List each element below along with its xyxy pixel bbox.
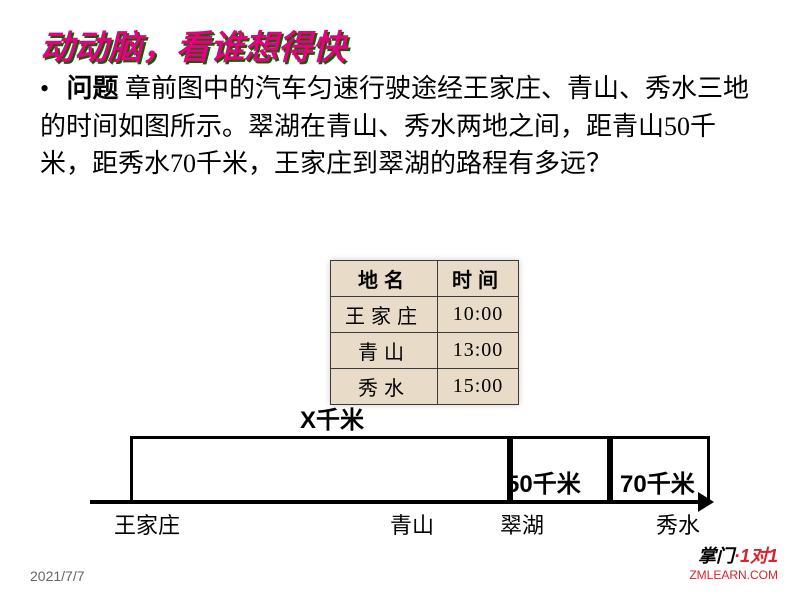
cell-time: 10:00 [438, 297, 519, 333]
cell-place: 青山 [331, 333, 438, 369]
line-diagram: X千米 50千米 70千米 王家庄 青山 翠湖 秀水 [90, 400, 720, 550]
number-line [90, 500, 700, 504]
problem-text: 章前图中的汽车匀速行驶途经王家庄、青山、秀水三地的时间如图所示。翠湖在青山、秀水… [40, 74, 749, 178]
problem-block: • 问题 章前图中的汽车匀速行驶途经王家庄、青山、秀水三地的时间如图所示。翠湖在… [40, 70, 760, 183]
cell-place: 王家庄 [331, 297, 438, 333]
bullet-dot: • [40, 70, 60, 108]
label-70km: 70千米 [620, 464, 695, 499]
brand-logo: 掌门·1对1 ZMLEARN.COM [689, 542, 778, 582]
label-50km: 50千米 [506, 464, 581, 499]
th-place: 地名 [331, 261, 438, 297]
table-row: 青山 13:00 [331, 333, 519, 369]
problem-label: 问题 [67, 74, 119, 103]
x-distance-label: X千米 [300, 400, 364, 435]
cell-time: 13:00 [438, 333, 519, 369]
th-time: 时间 [438, 261, 519, 297]
logo-text: 掌门 [698, 546, 734, 566]
segment-x [130, 436, 510, 500]
place-qingshan: 青山 [390, 508, 434, 540]
place-wangjiazhuang: 王家庄 [114, 508, 180, 540]
table-row: 王家庄 10:00 [331, 297, 519, 333]
place-cuihu: 翠湖 [500, 508, 544, 540]
slide-title: 动动脑，看谁想得快 [40, 20, 346, 69]
time-table: 地名 时间 王家庄 10:00 青山 13:00 秀水 15:00 [330, 260, 519, 405]
logo-text-red: ·1对1 [734, 546, 778, 566]
place-xiushui: 秀水 [656, 508, 700, 540]
footer-date: 2021/7/7 [30, 568, 85, 584]
logo-url: ZMLEARN.COM [689, 568, 778, 582]
